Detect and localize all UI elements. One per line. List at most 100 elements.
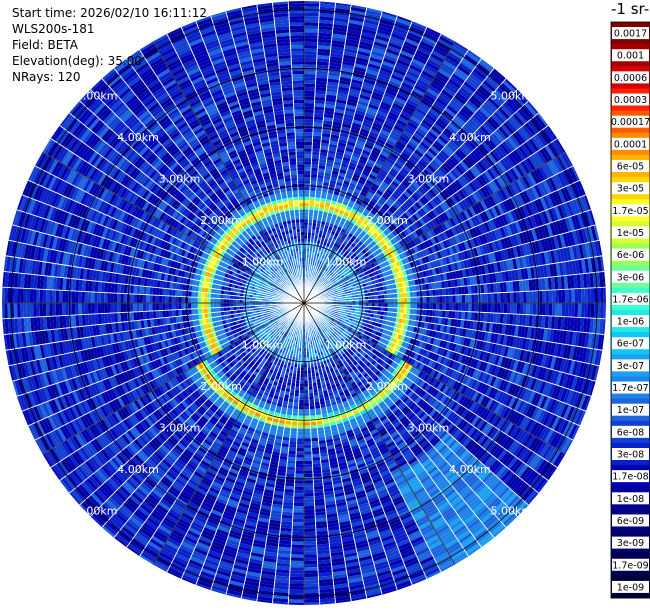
ppi-cell [339, 206, 346, 212]
ppi-cell [322, 214, 328, 219]
ppi-cell [333, 115, 344, 120]
ppi-cell [317, 168, 326, 173]
ppi-cell [373, 180, 382, 187]
ppi-cell [304, 190, 310, 194]
ppi-cell [325, 198, 332, 204]
ppi-cell [359, 128, 370, 135]
ppi-cell [397, 307, 401, 314]
ppi-cell [316, 281, 320, 285]
ppi-cell [441, 62, 456, 74]
ppi-cell [352, 205, 359, 211]
ppi-cell [322, 181, 330, 187]
ppi-cell [468, 294, 472, 303]
ppi-cell [318, 278, 322, 283]
ppi-cell [544, 126, 556, 142]
ppi-cell [355, 199, 363, 206]
ppi-cell [379, 19, 395, 27]
ppi-cell [327, 78, 340, 84]
ppi-cell [331, 214, 338, 219]
ppi-cell [370, 94, 383, 102]
ppi-cell [384, 236, 391, 243]
ppi-cell [437, 204, 445, 214]
ppi-cell [304, 244, 307, 249]
ppi-cell [362, 211, 369, 217]
ppi-cell [414, 178, 423, 187]
ppi-cell [316, 220, 322, 225]
ppi-cell [507, 117, 520, 131]
ppi-cell [353, 146, 363, 153]
ppi-cell [454, 179, 464, 190]
ppi-cell [353, 170, 362, 177]
ppi-cell [375, 236, 382, 243]
ppi-cell [319, 204, 325, 209]
ppi-cell [390, 238, 396, 245]
ppi-cell [418, 101, 431, 111]
ppi-cell [336, 256, 341, 261]
ppi-cell [397, 116, 409, 125]
ppi-cell [304, 115, 314, 120]
ppi-cell [323, 266, 327, 271]
ppi-cell [318, 275, 322, 279]
ppi-cell [386, 218, 393, 226]
ppi-cell [427, 58, 442, 69]
ppi-cell [332, 167, 340, 173]
ppi-cell [523, 141, 534, 156]
ppi-cell [315, 277, 319, 281]
ppi-cell [318, 287, 322, 291]
ppi-cell [455, 67, 469, 79]
ppi-cell [311, 154, 320, 159]
ppi-cell [603, 303, 606, 319]
ppi-cell [312, 216, 318, 221]
ppi-cell [497, 292, 501, 303]
ppi-cell [434, 206, 442, 216]
ppi-cell [344, 107, 356, 113]
ppi-cell [360, 213, 367, 220]
ppi-cell [356, 53, 370, 60]
ray-gap [303, 89, 518, 304]
ppi-cell [344, 194, 352, 200]
ppi-cell [407, 67, 422, 76]
ppi-cell [445, 303, 450, 311]
ppi-cell [494, 162, 505, 175]
ppi-cell [462, 158, 472, 169]
ppi-cell [334, 221, 340, 227]
ppi-cell [304, 132, 313, 136]
ppi-cell [410, 115, 422, 125]
ppi-cell [472, 132, 484, 144]
ppi-cell [381, 166, 391, 174]
ppi-cell [395, 175, 404, 183]
ppi-cell [308, 219, 313, 223]
ppi-cell [478, 84, 492, 97]
ppi-cell [370, 149, 381, 157]
ppi-cell [399, 50, 415, 59]
ppi-cell [497, 106, 511, 120]
ppi-cell [394, 303, 398, 308]
ppi-cell [464, 102, 477, 114]
ppi-cell [369, 220, 376, 227]
ppi-cell [472, 113, 485, 126]
ppi-cell [381, 238, 388, 245]
ppi-cell [347, 213, 354, 220]
ppi-cell [451, 96, 465, 108]
ppi-cell [390, 105, 403, 114]
ppi-cell [304, 19, 319, 23]
ppi-cell [481, 104, 494, 116]
ppi-cell [308, 216, 314, 220]
ppi-cell [304, 38, 318, 43]
ppi-cell [434, 170, 443, 180]
ppi-cell [468, 303, 472, 312]
ppi-cell [330, 52, 344, 58]
ppi-cell [367, 63, 381, 70]
ppi-cell [468, 181, 478, 193]
ppi-cell [304, 225, 309, 229]
ppi-cell [414, 211, 422, 220]
ppi-cell [487, 152, 498, 165]
ppi-cell [304, 154, 312, 159]
ppi-cell [452, 167, 462, 178]
ppi-cell [304, 212, 309, 216]
ppi-cell [450, 169, 460, 180]
ppi-cell [379, 225, 386, 232]
ppi-cell [360, 222, 367, 228]
ppi-cell [320, 280, 324, 284]
ppi-cell [458, 311, 462, 320]
